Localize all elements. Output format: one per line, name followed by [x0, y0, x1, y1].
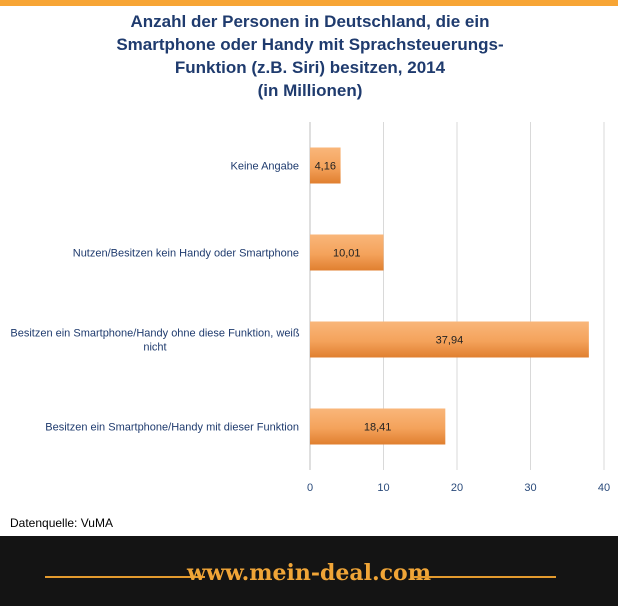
bar-value-label-1: 10,01: [333, 248, 361, 260]
x-tick-20: 20: [451, 482, 463, 494]
data-source: Datenquelle: VuMA: [10, 516, 113, 530]
x-tick-30: 30: [524, 482, 536, 494]
bar-0: [310, 147, 341, 184]
bar-1: [310, 234, 384, 271]
chart-title: Anzahl der Personen in Deutschland, die …: [60, 10, 560, 102]
bar-3: [310, 408, 446, 445]
title-line-2: Smartphone oder Handy mit Sprachsteuerun…: [116, 35, 504, 54]
category-label-2-line-1: nicht: [143, 342, 166, 354]
category-label-0: Keine Angabe: [230, 161, 299, 173]
top-accent-stripe: [0, 0, 618, 6]
title-line-1: Anzahl der Personen in Deutschland, die …: [130, 12, 490, 31]
category-label-3: Besitzen ein Smartphone/Handy mit dieser…: [45, 422, 299, 434]
x-tick-40: 40: [598, 482, 610, 494]
category-label-2-line-0: Besitzen ein Smartphone/Handy ohne diese…: [10, 328, 300, 340]
footer-banner: www.mein-deal.com: [0, 536, 618, 606]
title-line-4: (in Millionen): [257, 81, 363, 100]
x-tick-10: 10: [377, 482, 389, 494]
title-line-3: Funktion (z.B. Siri) besitzen, 2014: [174, 58, 446, 77]
bar-chart: 4,16 10,01 37,94 18,41 Keine Angabe Nutzen/B…: [10, 122, 610, 494]
bars: 4,16 10,01 37,94 18,41: [310, 147, 589, 445]
x-tick-labels: 0 10 20 30 40: [307, 482, 610, 494]
bar-value-label-2: 37,94: [436, 335, 464, 347]
x-tick-0: 0: [307, 482, 313, 494]
category-labels: Keine Angabe Nutzen/Besitzen kein Handy o…: [10, 161, 300, 434]
category-label-1: Nutzen/Besitzen kein Handy oder Smartpho…: [73, 248, 299, 260]
footer-line-left: [45, 576, 205, 578]
footer-brand[interactable]: www.mein-deal.com: [186, 560, 432, 586]
bar-value-label-3: 18,41: [364, 422, 392, 434]
bar-2: [310, 321, 589, 358]
footer-line-right: [414, 576, 556, 578]
bar-value-label-0: 4,16: [315, 161, 336, 173]
